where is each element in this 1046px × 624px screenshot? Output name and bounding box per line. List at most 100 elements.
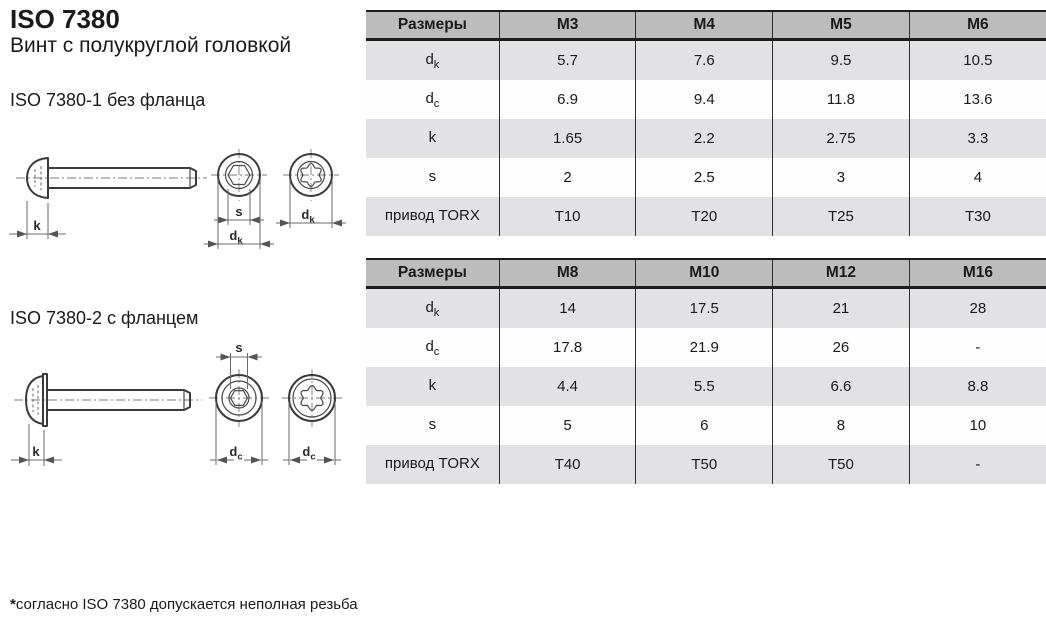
col-header-m10: M10 bbox=[635, 258, 773, 289]
dimension-s: s bbox=[214, 189, 264, 225]
dim-label-s: s bbox=[235, 340, 242, 355]
screw-head-outline bbox=[25, 375, 44, 425]
end-view-torx-socket-flanged: dc bbox=[282, 369, 342, 465]
dim-label-s: s bbox=[235, 204, 242, 219]
cell: 3 bbox=[772, 158, 910, 197]
cell: 5.7 bbox=[498, 39, 636, 80]
variant1-label: ISO 7380-1 без фланца bbox=[10, 90, 206, 110]
dimension-dc: dc bbox=[210, 402, 268, 465]
table-row-k: k 1.65 2.2 2.75 3.3 bbox=[366, 119, 1046, 158]
dim-label-dk: dk bbox=[229, 228, 243, 247]
col-header-m8: M8 bbox=[498, 258, 636, 289]
cell: 6.9 bbox=[498, 80, 636, 119]
end-view-hex-socket-flanged: s dc bbox=[209, 340, 269, 465]
iso7380-1-technical-drawing: k s bbox=[9, 149, 346, 249]
dim-label-dc: dc bbox=[302, 444, 315, 463]
cell: 8 bbox=[772, 406, 910, 445]
variant2-label: ISO 7380-2 с фланцем bbox=[10, 308, 199, 328]
table-m3-m6-section: Размеры M3 M4 M5 M6 dk 5.7 7.6 9.5 10.5 … bbox=[366, 10, 1046, 236]
footnote: *согласно ISO 7380 допускается неполная … bbox=[10, 596, 358, 613]
cell: 26 bbox=[772, 328, 910, 367]
flange-circle bbox=[215, 374, 263, 422]
table-row-dk: dk 14 17.5 21 28 bbox=[366, 287, 1046, 328]
footnote-asterisk: * bbox=[10, 596, 16, 613]
cell: 5.5 bbox=[635, 367, 773, 406]
cell: - bbox=[908, 328, 1046, 367]
cell: 17.8 bbox=[498, 328, 636, 367]
dimension-k: k bbox=[9, 201, 66, 239]
row-label: dc bbox=[366, 80, 500, 119]
spec-table-small-sizes: Размеры M3 M4 M5 M6 dk 5.7 7.6 9.5 10.5 … bbox=[366, 10, 1046, 236]
socket-circle bbox=[224, 160, 254, 190]
cell: 28 bbox=[908, 287, 1046, 328]
row-label: k bbox=[366, 119, 500, 158]
dimension-s: s bbox=[216, 340, 262, 389]
cell: 2 bbox=[498, 158, 636, 197]
table-row-dc: dc 17.8 21.9 26 - bbox=[366, 328, 1046, 367]
cell: 6.6 bbox=[772, 367, 910, 406]
cell: T10 bbox=[498, 197, 636, 236]
table-row-torx-drive: привод TORX T40 T50 T50 - bbox=[366, 445, 1046, 484]
table-m8-m16-section: Размеры M8 M10 M12 M16 dk 14 17.5 21 28 … bbox=[366, 258, 1046, 484]
side-view-button-head-screw: k bbox=[9, 157, 207, 239]
table-header-row: Размеры M8 M10 M12 M16 bbox=[366, 258, 1046, 289]
screw-head-outline bbox=[26, 157, 49, 199]
row-label: s bbox=[366, 406, 500, 445]
cell: 2.75 bbox=[772, 119, 910, 158]
cell: 7.6 bbox=[635, 39, 773, 80]
cell: 3.3 bbox=[908, 119, 1046, 158]
table-header-row: Размеры M3 M4 M5 M6 bbox=[366, 10, 1046, 41]
cell: T25 bbox=[772, 197, 910, 236]
table-row-dk: dk 5.7 7.6 9.5 10.5 bbox=[366, 39, 1046, 80]
dim-label-k: k bbox=[33, 218, 41, 233]
spec-table-large-sizes: Размеры M8 M10 M12 M16 dk 14 17.5 21 28 … bbox=[366, 258, 1046, 484]
cell: 10.5 bbox=[908, 39, 1046, 80]
head-circle bbox=[292, 378, 332, 418]
iso7380-2-technical-drawing: k s bbox=[11, 340, 342, 466]
socket-circle bbox=[296, 160, 326, 190]
page-subtitle: Винт с полукруглой головкой bbox=[10, 34, 292, 57]
cell: - bbox=[908, 445, 1046, 484]
table-row-s: s 2 2.5 3 4 bbox=[366, 158, 1046, 197]
row-label: k bbox=[366, 367, 500, 406]
col-header-sizes: Размеры bbox=[366, 10, 500, 41]
page-title: ISO 7380 bbox=[10, 4, 120, 34]
table-row-dc: dc 6.9 9.4 11.8 13.6 bbox=[366, 80, 1046, 119]
end-view-torx-socket: dk bbox=[276, 149, 346, 228]
flange-circle bbox=[288, 374, 336, 422]
col-header-m4: M4 bbox=[635, 10, 773, 41]
cell: 9.4 bbox=[635, 80, 773, 119]
cell: T40 bbox=[498, 445, 636, 484]
dim-label-k: k bbox=[32, 444, 40, 459]
col-header-m16: M16 bbox=[908, 258, 1046, 289]
cell: 5 bbox=[498, 406, 636, 445]
cell: 9.5 bbox=[772, 39, 910, 80]
row-label: s bbox=[366, 158, 500, 197]
torx-socket-icon bbox=[300, 384, 324, 412]
footnote-text: согласно ISO 7380 допускается неполная р… bbox=[15, 596, 358, 613]
cell: 8.8 bbox=[908, 367, 1046, 406]
cell: 17.5 bbox=[635, 287, 773, 328]
head-circle bbox=[289, 153, 333, 197]
cell: 2.2 bbox=[635, 119, 773, 158]
dim-label-dc: dc bbox=[229, 444, 242, 463]
cell: T50 bbox=[772, 445, 910, 484]
col-header-m6: M6 bbox=[908, 10, 1046, 41]
col-header-m12: M12 bbox=[772, 258, 910, 289]
dimension-dc: dc bbox=[283, 402, 341, 465]
row-label: привод TORX bbox=[366, 445, 500, 484]
table-row-s: s 5 6 8 10 bbox=[366, 406, 1046, 445]
cell: 13.6 bbox=[908, 80, 1046, 119]
dimension-k: k bbox=[11, 424, 62, 466]
row-label: dk bbox=[366, 287, 500, 328]
socket-circle bbox=[228, 387, 250, 409]
row-label: привод TORX bbox=[366, 197, 500, 236]
dimension-dk: dk bbox=[204, 180, 274, 249]
hex-socket-icon bbox=[227, 164, 251, 186]
dimension-dk: dk bbox=[276, 180, 346, 228]
side-view-flanged-button-head-screw: k bbox=[11, 373, 202, 466]
cell: 21 bbox=[772, 287, 910, 328]
head-circle bbox=[217, 153, 261, 197]
cell: 1.65 bbox=[498, 119, 636, 158]
cell: 6 bbox=[635, 406, 773, 445]
